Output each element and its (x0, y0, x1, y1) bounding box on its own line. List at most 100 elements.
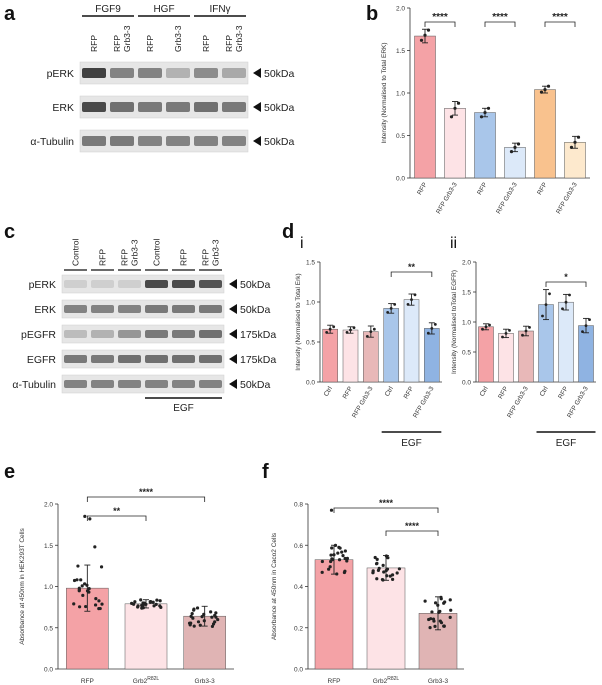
panel-label-d: d (282, 221, 294, 243)
y-axis-title: Absorbance at 450nm in Caco2 Cells (271, 532, 278, 640)
bar (444, 108, 466, 179)
data-point (371, 569, 375, 573)
data-point (442, 624, 446, 628)
data-point (332, 553, 336, 557)
blot-band (91, 354, 114, 364)
x-tick-label: RFP (497, 386, 510, 401)
data-point (83, 582, 87, 586)
bar (124, 603, 168, 670)
data-point (332, 325, 336, 329)
blot-row-label: pERK (47, 68, 74, 80)
data-point (423, 599, 427, 603)
data-point (76, 564, 80, 568)
data-point (340, 550, 344, 554)
blot-band (64, 379, 87, 389)
data-point (80, 584, 84, 588)
treatment-label: EGF (401, 438, 422, 449)
blot-band (145, 354, 168, 364)
data-point (385, 567, 390, 571)
panel-label-d-i: i (300, 235, 304, 252)
bar (424, 328, 440, 383)
blot-band (118, 329, 141, 339)
data-point (345, 559, 349, 563)
data-point (187, 621, 192, 625)
data-point (381, 578, 385, 582)
data-point (528, 326, 531, 329)
y-tick-label: 2.0 (462, 260, 471, 267)
x-tick-label: RFP Grb3-3 (566, 385, 590, 419)
lane-label: RFP (98, 249, 108, 266)
data-point (456, 101, 461, 105)
significance-label: **** (139, 487, 154, 497)
lane-label: RFP (201, 249, 211, 266)
data-point (87, 587, 91, 591)
data-point (100, 602, 104, 606)
data-point (155, 598, 159, 602)
y-tick-label: 0.4 (294, 584, 303, 591)
data-point (544, 303, 548, 306)
data-point (389, 307, 393, 310)
bar (474, 112, 496, 179)
blot-band (110, 102, 134, 112)
data-point (213, 620, 217, 624)
data-point (142, 601, 146, 605)
data-point (200, 615, 204, 619)
blot-band (64, 329, 87, 339)
data-point (81, 593, 85, 597)
data-point (77, 605, 82, 609)
data-point (365, 335, 369, 338)
lane-label: RFP (112, 35, 122, 52)
blot-strip (61, 324, 225, 344)
data-point (337, 558, 342, 562)
data-point (130, 601, 134, 605)
data-point (453, 106, 457, 110)
blot-kda-label: 50kDa (264, 68, 295, 80)
data-point (345, 331, 349, 334)
blot-kda-label: 175kDa (240, 329, 276, 341)
data-point (341, 553, 345, 558)
data-point (448, 615, 452, 619)
blot-arrow-icon (253, 136, 261, 146)
x-tick-label: Ctrl (323, 385, 334, 398)
data-point (427, 617, 431, 622)
data-point (343, 549, 347, 553)
blot-band (138, 68, 162, 78)
bar (414, 35, 436, 179)
y-tick-label: 0.0 (44, 667, 53, 674)
data-point (77, 587, 81, 592)
blot-kda-label: 50kDa (240, 379, 271, 391)
y-tick-label: 0.5 (44, 625, 53, 632)
data-point (214, 611, 218, 615)
y-tick-label: 1.5 (306, 260, 315, 267)
data-point (84, 604, 88, 609)
data-point (202, 619, 206, 623)
bar-chart-d-i: 0.0 0.5 1.0 1.5 Intensity (Normalised to Tot… (295, 260, 442, 449)
data-point (88, 517, 92, 521)
data-point (376, 568, 381, 573)
data-point (329, 553, 333, 557)
data-point (433, 601, 438, 605)
y-axis-title: Intensity (Normalised to Total ERK) (381, 42, 388, 143)
blot-band (91, 304, 114, 314)
blot-band (166, 102, 190, 112)
data-point (479, 115, 484, 119)
data-point (386, 311, 390, 314)
significance-bracket (86, 515, 147, 521)
lane-label: Grb3-3 (130, 239, 140, 266)
bar (363, 331, 379, 383)
data-point (329, 508, 334, 512)
x-tick-label: RFP (536, 182, 549, 197)
blot-band (172, 304, 195, 314)
blot-band (118, 279, 141, 289)
data-point (133, 600, 137, 604)
y-tick-label: 1.0 (462, 320, 471, 327)
data-point (543, 88, 547, 92)
data-point (375, 561, 379, 565)
treatment-label: EGF (173, 403, 194, 414)
data-point (158, 599, 162, 603)
data-point (375, 577, 379, 581)
x-tick-label: Grb2R82L (133, 676, 160, 685)
data-point (192, 608, 196, 612)
blot-band (64, 354, 87, 364)
data-point (328, 327, 332, 331)
